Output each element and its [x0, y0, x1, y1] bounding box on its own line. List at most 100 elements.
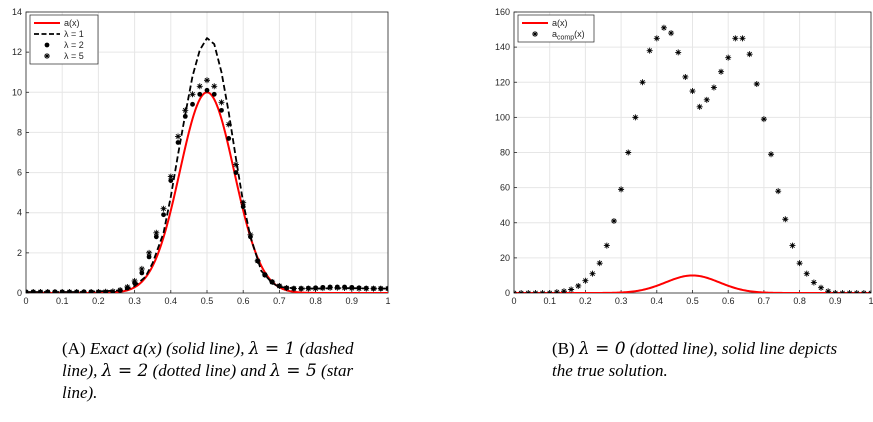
y-tick-label: 40 — [500, 218, 510, 228]
star-point — [290, 285, 297, 292]
star-point — [603, 242, 610, 249]
dot-point — [226, 136, 232, 141]
legend-swatch-star — [44, 53, 50, 59]
y-tick-label: 80 — [500, 148, 510, 158]
star-point — [668, 30, 675, 37]
legend-label-subscript: comp — [557, 35, 574, 42]
star-point — [525, 290, 532, 293]
star-point — [30, 288, 37, 293]
caption-a-text-1: Exact — [89, 339, 129, 358]
star-point — [319, 285, 326, 292]
star-point — [341, 284, 348, 291]
caption-a-math-2: λ = 1 — [248, 339, 296, 359]
y-tick-label: 6 — [17, 168, 22, 178]
legend-label: λ = 1 — [64, 29, 84, 39]
dot-point — [168, 178, 174, 184]
chart-b: 0 0.1 0.2 0.3 0.4 0.5 0.6 0.7 0.8 0.9 1 0 20 40 60 80 10… — [495, 7, 873, 306]
caption-b-tag: (B) — [552, 339, 575, 358]
y-tick-label: 120 — [495, 77, 510, 87]
y-tick-label: 14 — [12, 7, 22, 17]
star-point — [639, 79, 646, 86]
star-point — [789, 242, 796, 249]
star-point — [718, 68, 725, 75]
star-point — [710, 84, 717, 91]
legend-b: a(x)acomp(x) — [517, 14, 595, 43]
star-point — [312, 285, 319, 292]
y-tick-label: 20 — [500, 253, 510, 263]
x-tick-label: 0.5 — [201, 296, 214, 305]
star-point — [254, 257, 261, 264]
y-tick-label: 10 — [12, 87, 22, 97]
x-tick-label: 0.8 — [793, 296, 806, 305]
chart-panel-b: 0 0.1 0.2 0.3 0.4 0.5 0.6 0.7 0.8 0.9 1 0 20 40 60 80 10… — [470, 0, 873, 306]
star-point — [596, 260, 603, 267]
star-point — [370, 285, 377, 292]
star-point — [532, 290, 539, 293]
star-point — [625, 149, 632, 156]
legend-label: λ = 2 — [64, 40, 84, 50]
star-point — [618, 186, 625, 193]
star-point — [760, 116, 767, 123]
star-point — [377, 285, 384, 292]
star-point — [632, 114, 639, 121]
x-tick-label: 0.3 — [615, 296, 628, 305]
caption-b-math-1: λ = 0 — [578, 339, 626, 359]
x-tick-label: 0.6 — [722, 296, 735, 305]
star-point — [232, 161, 239, 168]
star-point — [261, 271, 268, 278]
star-point — [218, 99, 225, 106]
star-point — [689, 88, 696, 95]
legend-label-suffix: (x) — [574, 29, 585, 39]
legend-a: a(x)λ = 1λ = 2λ = 5 — [29, 14, 99, 65]
star-point — [739, 35, 746, 42]
legend-box — [517, 14, 595, 43]
x-tick-label: 0.4 — [165, 296, 178, 305]
x-tick-label: 0.1 — [543, 296, 556, 305]
star-point — [95, 288, 102, 293]
star-point — [189, 91, 196, 98]
star-point — [732, 35, 739, 42]
dot-point — [175, 140, 181, 145]
dot-point — [161, 212, 166, 218]
dot-point — [219, 107, 224, 113]
chart-panel-a: 0 0.1 0.2 0.3 0.4 0.5 0.6 0.7 0.8 0.9 1 0 2 4 6 8 10 12 14… — [0, 0, 400, 306]
star-point — [269, 278, 276, 285]
star-point — [211, 83, 218, 90]
star-point — [225, 121, 232, 128]
star-point — [153, 229, 160, 236]
y-tick-label: 8 — [17, 127, 22, 137]
star-point — [725, 54, 732, 61]
caption-a-math-4: λ = 5 — [270, 361, 317, 381]
star-point — [696, 103, 703, 110]
dot-point — [233, 170, 239, 175]
star-point — [753, 81, 760, 88]
star-point — [675, 49, 682, 56]
x-tick-label: 0.2 — [579, 296, 592, 305]
caption-a: (A) Exact a(x) (solid line), λ = 1 (dash… — [62, 338, 382, 404]
star-point — [102, 288, 109, 293]
dot-point — [190, 101, 195, 107]
dot-point — [197, 91, 203, 97]
star-point — [26, 288, 29, 293]
dot-point — [240, 204, 246, 210]
caption-a-text-5: (star line). — [62, 361, 354, 402]
star-point — [363, 285, 370, 292]
caption-a-text-3: (dashed line), — [62, 339, 354, 380]
star-point — [853, 290, 860, 293]
star-point — [818, 284, 825, 291]
series-group-a — [26, 37, 388, 293]
star-point — [518, 290, 525, 293]
star-point — [66, 288, 73, 293]
star-point — [240, 199, 247, 206]
star-point — [646, 47, 653, 54]
y-tick-label: 140 — [495, 42, 510, 52]
x-tick-label: 0.7 — [273, 296, 286, 305]
star-point — [167, 173, 174, 180]
star-point — [385, 285, 388, 292]
dot-point — [211, 91, 217, 97]
star-point — [746, 51, 753, 58]
star-point — [51, 288, 58, 293]
x-tick-label: 0.8 — [309, 296, 322, 305]
star-point — [327, 284, 334, 291]
x-tick-label: 0.5 — [686, 296, 699, 305]
